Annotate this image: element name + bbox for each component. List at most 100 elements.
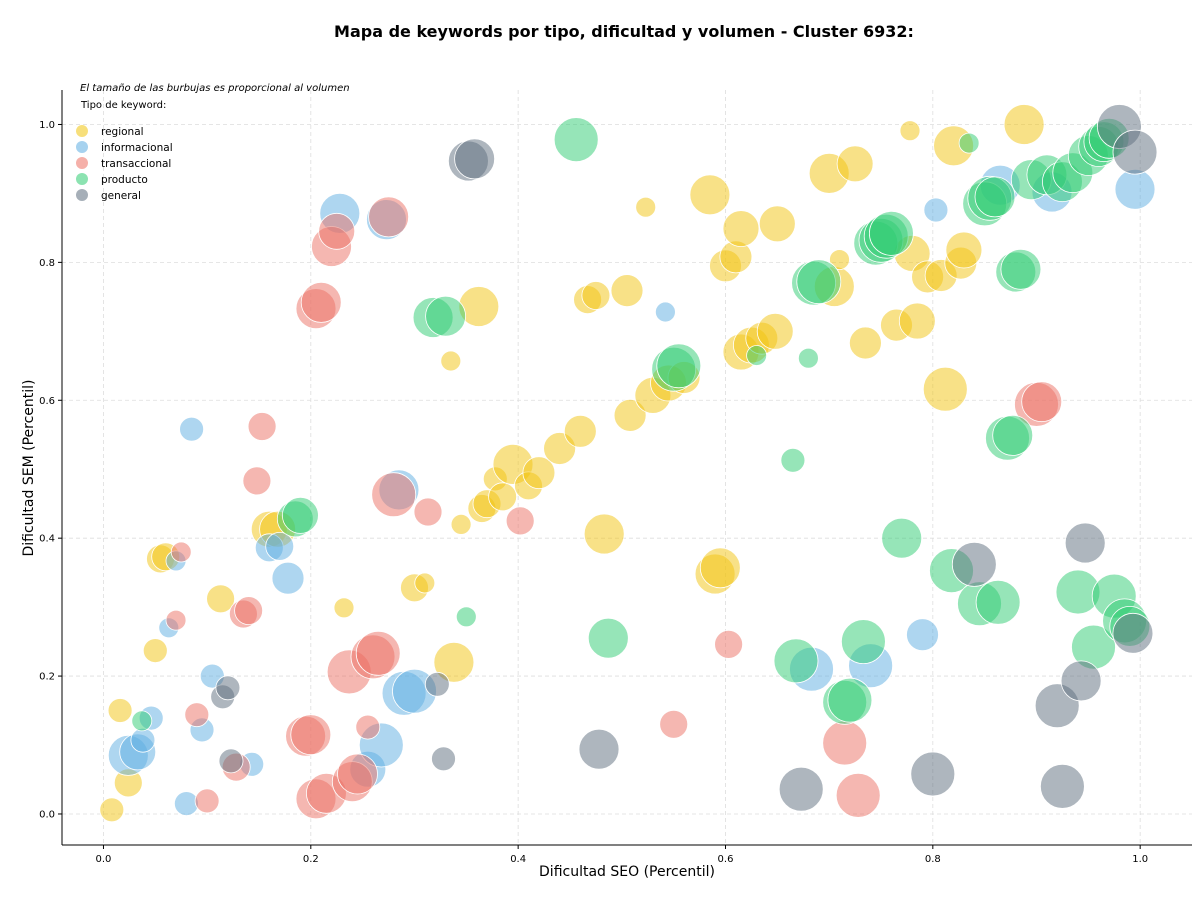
- bubble-producto: [746, 345, 767, 366]
- bubble-regional: [829, 249, 850, 271]
- y-tick-label: 1.0: [39, 120, 55, 131]
- bubble-regional: [836, 145, 874, 183]
- bubble-regional: [756, 312, 794, 350]
- bubble-regional: [699, 547, 741, 589]
- bubble-transaccional: [165, 609, 187, 631]
- bubble-producto: [773, 638, 819, 684]
- bubble-regional: [898, 302, 936, 340]
- axes: 0.0 0.2 0.4 0.6 0.8 1.0 0.0 0.2 0.4 0.6 0.8 1.0: [39, 90, 1192, 865]
- bubble-regional: [689, 174, 731, 216]
- bubble-general: [218, 748, 244, 774]
- bubble-informacional: [130, 727, 156, 753]
- bubble-transaccional: [368, 196, 410, 238]
- bubble-transaccional: [1021, 381, 1063, 423]
- bubble-general: [910, 751, 956, 797]
- bubble-informacional: [173, 791, 199, 816]
- bubble-general: [454, 138, 496, 180]
- bubble-transaccional: [371, 472, 417, 518]
- bubble-informacional: [923, 197, 949, 223]
- legend-label-informacional: informacional: [101, 142, 173, 154]
- bubble-producto: [281, 497, 319, 534]
- bubble-producto: [131, 710, 153, 732]
- bubble-producto: [841, 619, 886, 664]
- bubble-producto: [1000, 248, 1042, 290]
- bubble-regional: [206, 584, 236, 614]
- x-tick-label: 0.8: [925, 854, 941, 865]
- bubble-producto: [553, 117, 599, 163]
- bubble-producto: [796, 259, 842, 305]
- bubble-general: [1112, 129, 1158, 175]
- y-tick-label: 0.2: [39, 672, 55, 683]
- legend-marker-informacional: [76, 141, 88, 153]
- legend-marker-producto: [76, 173, 88, 185]
- bubble-transaccional: [247, 412, 277, 441]
- bubble-informacional: [1114, 168, 1156, 210]
- grid-lines: [62, 90, 1192, 845]
- bubble-regional: [440, 350, 462, 372]
- bubble-regional: [1003, 104, 1045, 145]
- y-axis-label: Dificultad SEM (Percentil): [21, 380, 37, 557]
- bubble-regional: [522, 456, 556, 490]
- bubble-transaccional: [170, 541, 192, 563]
- bubble-producto: [780, 447, 806, 473]
- bubble-producto: [455, 606, 477, 628]
- bubble-transaccional: [413, 497, 443, 527]
- bubble-general: [1060, 660, 1102, 702]
- bubble-general: [1112, 612, 1154, 654]
- bubble-transaccional: [505, 506, 535, 536]
- bubble-general: [424, 671, 450, 697]
- legend-marker-regional: [76, 125, 88, 137]
- bubble-general: [215, 675, 241, 701]
- x-tick-label: 1.0: [1132, 854, 1148, 865]
- bubble-producto: [958, 132, 980, 154]
- bubble-transaccional: [659, 709, 689, 739]
- y-tick-label: 0.0: [39, 809, 55, 820]
- bubble-informacional: [271, 561, 305, 595]
- x-axis-label: Dificultad SEO (Percentil): [539, 864, 715, 880]
- bubble-regional: [899, 120, 921, 142]
- bubble-producto: [827, 677, 873, 723]
- bubble-transaccional: [337, 753, 378, 795]
- bubble-general: [578, 728, 620, 770]
- bubble-regional: [610, 274, 644, 308]
- bubble-regional: [142, 638, 168, 663]
- legend-marker-general: [76, 189, 88, 201]
- bubble-transaccional: [318, 212, 356, 250]
- legend-title: Tipo de keyword:: [80, 100, 166, 111]
- bubble-transaccional: [355, 714, 381, 740]
- bubble-regional: [922, 366, 968, 412]
- bubble-transaccional: [242, 466, 272, 496]
- x-tick-label: 0.6: [718, 854, 734, 865]
- bubble-regional: [107, 698, 133, 723]
- legend-label-producto: producto: [101, 174, 148, 186]
- y-tick-label: 0.6: [39, 396, 55, 407]
- bubble-regional: [945, 231, 983, 269]
- bubble-regional: [433, 641, 475, 683]
- bubble-transaccional: [184, 702, 210, 728]
- bubble-producto: [587, 617, 629, 659]
- bubble-producto: [974, 176, 1016, 218]
- legend-label-transaccional: transaccional: [101, 158, 171, 170]
- legend-marker-transaccional: [76, 157, 88, 169]
- legend: Tipo de keyword: regional informacional tr…: [76, 100, 173, 202]
- bubble-transaccional: [714, 630, 743, 659]
- bubble-producto: [425, 295, 467, 337]
- x-tick-label: 0.2: [303, 854, 319, 865]
- bubble-general: [951, 542, 997, 587]
- y-tick-label: 0.8: [39, 258, 55, 269]
- bubble-layer: [99, 104, 1158, 823]
- bubble-regional: [488, 482, 518, 512]
- x-tick-label: 0.4: [510, 854, 526, 865]
- bubble-regional: [758, 205, 796, 243]
- bubble-regional: [99, 797, 125, 823]
- x-tick-label: 0.0: [96, 854, 112, 865]
- bubble-regional: [635, 196, 657, 218]
- bubble-transaccional: [300, 281, 342, 323]
- legend-label-general: general: [101, 190, 141, 202]
- bubble-general: [778, 766, 824, 812]
- bubble-producto: [798, 347, 819, 369]
- bubble-producto: [881, 517, 923, 559]
- bubble-transaccional: [194, 788, 220, 814]
